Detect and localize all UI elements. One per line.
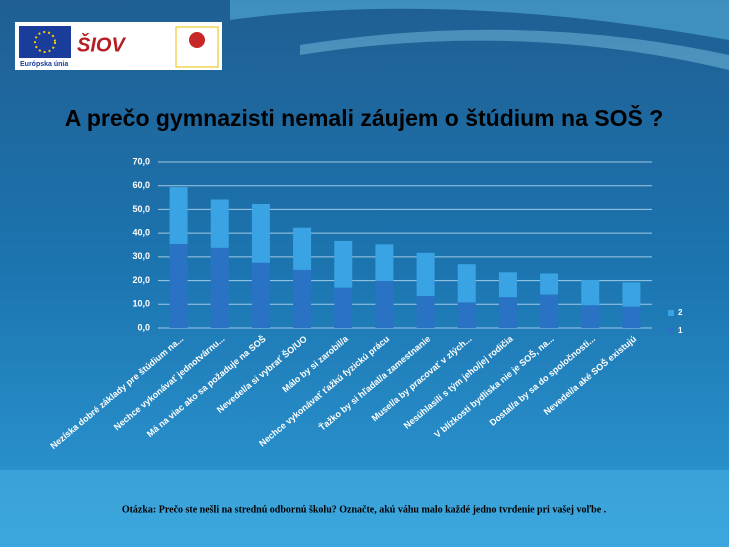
bar-segment (293, 227, 312, 270)
wave (230, 0, 729, 40)
bar-segment (334, 240, 353, 288)
siov-label: ŠIOV (77, 32, 126, 56)
chart-title: A prečo gymnazisti nemali záujem o štúdi… (65, 104, 664, 131)
eu-flag (19, 26, 71, 58)
bar-segment (540, 294, 559, 328)
eu-stars (34, 31, 56, 53)
emblem-dot (189, 32, 205, 48)
footnote: Otázka: Prečo ste nešli na strednú odbor… (122, 504, 607, 515)
bar-segment (416, 295, 435, 328)
logo-box: Európska únia ŠIOV (15, 22, 222, 70)
bar-segment (581, 280, 600, 306)
y-tick-label: 50,0 (132, 204, 150, 214)
legend-label: 1 (678, 326, 683, 335)
y-tick-label: 60,0 (132, 180, 150, 190)
bar-segment (334, 287, 353, 328)
bar-segment (169, 244, 188, 328)
wave (300, 29, 729, 70)
legend-label: 2 (678, 308, 683, 317)
y-tick-label: 0,0 (137, 322, 150, 332)
bar-segment (169, 187, 188, 245)
y-tick-label: 70,0 (132, 156, 150, 166)
y-tick-label: 10,0 (132, 299, 150, 309)
bar-segment (210, 199, 229, 248)
bar-segment (622, 306, 641, 328)
bar-segment (581, 305, 600, 328)
bar-segment (416, 252, 435, 296)
legend-swatch (668, 328, 674, 334)
legend-swatch (668, 310, 674, 316)
bar-segment (540, 273, 559, 295)
y-tick-label: 30,0 (132, 251, 150, 261)
bar-segment (498, 272, 517, 298)
y-tick-label: 40,0 (132, 228, 150, 238)
bar-segment (293, 269, 312, 328)
bar-segment (457, 264, 476, 303)
bar-segment (210, 247, 229, 328)
bar-segment (375, 281, 394, 328)
eu-label: Európska únia (20, 61, 68, 68)
bar-segment (498, 297, 517, 328)
bar-segment (251, 203, 270, 263)
y-tick-label: 20,0 (132, 275, 150, 285)
bar-segment (375, 244, 394, 282)
footer-band (0, 470, 729, 547)
bar-segment (251, 262, 270, 328)
bar-segment (457, 302, 476, 328)
bar-segment (622, 282, 641, 307)
